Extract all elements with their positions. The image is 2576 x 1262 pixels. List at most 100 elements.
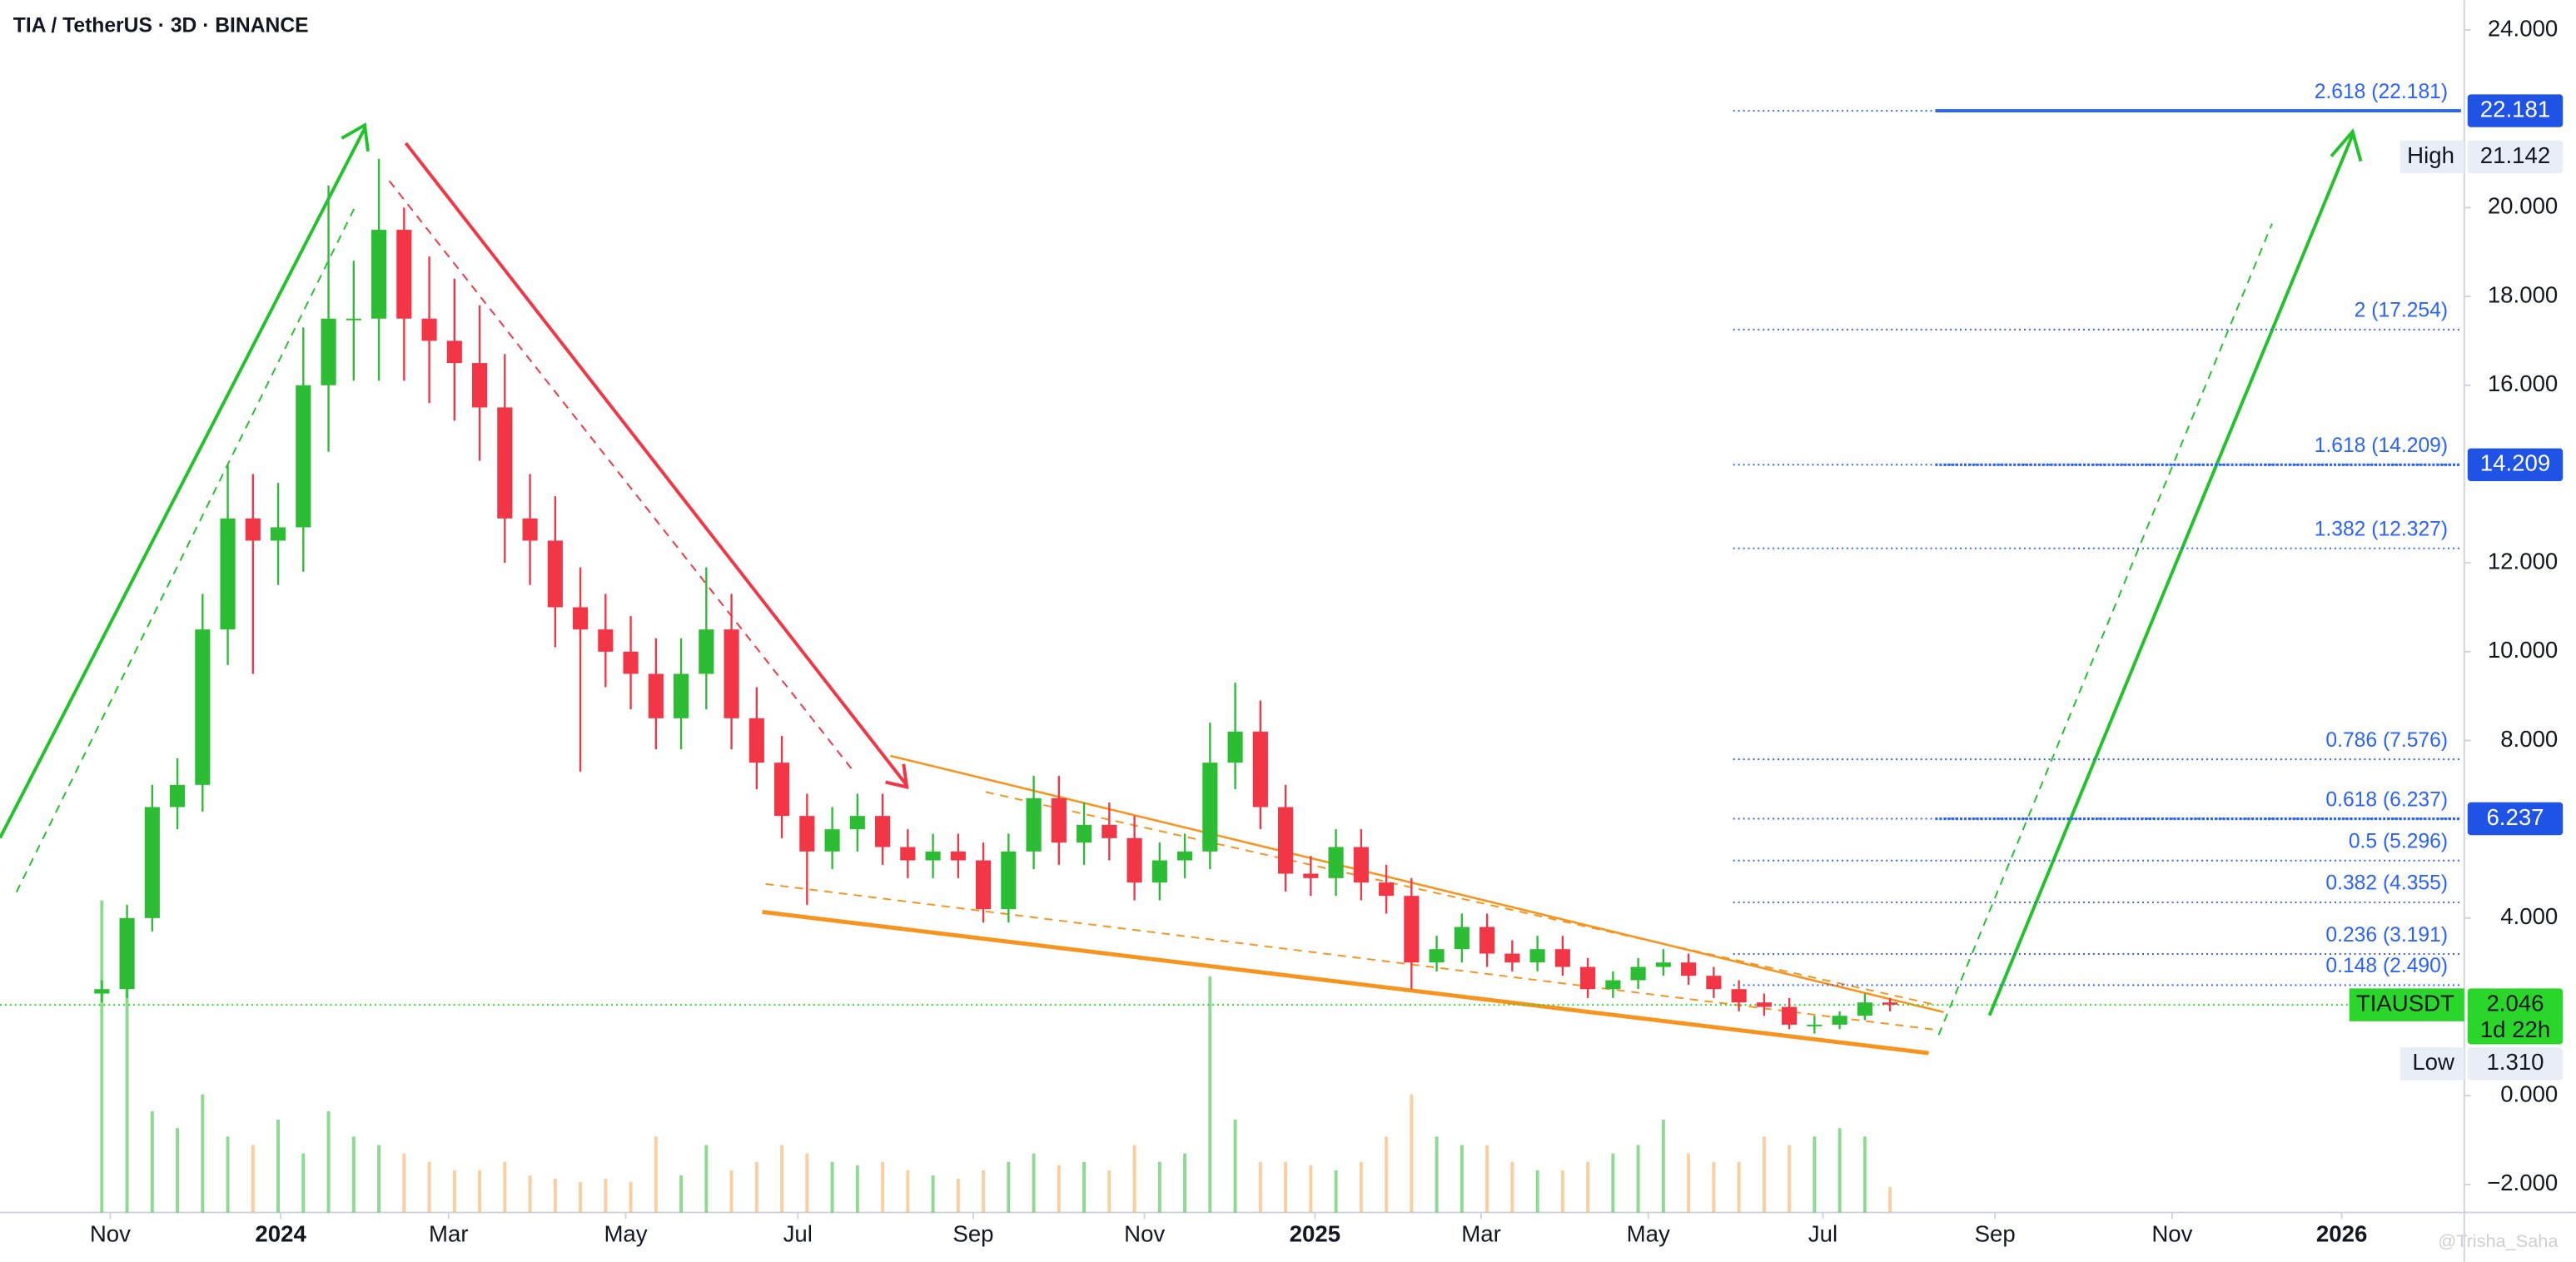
price-badge-label: 21.142: [2480, 142, 2550, 168]
candle-body: [421, 318, 437, 341]
volume-bar: [503, 1161, 507, 1213]
badge-tag: Low: [2412, 1049, 2454, 1075]
candle-body: [1807, 1024, 1823, 1026]
candle-body: [1126, 837, 1142, 883]
volume-bar: [351, 1136, 356, 1213]
volume-bar: [176, 1128, 180, 1213]
candle-body: [497, 407, 513, 519]
price-badge: [2467, 988, 2564, 1045]
candle-body: [1655, 962, 1671, 967]
fib-label: 0.5 (5.296): [2349, 831, 2448, 853]
volume-bar: [553, 1178, 557, 1213]
candle-body: [976, 860, 992, 910]
candle-body: [674, 673, 689, 718]
x-tick-label: 2024: [255, 1220, 306, 1246]
volume-bar: [1082, 1161, 1087, 1213]
volume-bar: [301, 1153, 306, 1213]
fib-label: 0.236 (3.191): [2325, 924, 2448, 946]
badge-tag: TIAUSDT: [2356, 990, 2454, 1016]
candle-body: [1151, 860, 1167, 883]
volume-bar: [1309, 1165, 1313, 1213]
watermark: @Trisha_Saha: [2438, 1230, 2559, 1251]
volume-bar: [1132, 1145, 1136, 1213]
volume-bar: [1762, 1136, 1766, 1213]
volume-bar: [805, 1153, 809, 1213]
volume-bar: [1712, 1161, 1716, 1213]
candle-body: [1328, 847, 1344, 878]
x-tick-label: Jul: [1808, 1220, 1838, 1246]
candle-body: [1404, 896, 1420, 963]
candle-body: [1630, 966, 1646, 981]
volume-bar: [1611, 1153, 1615, 1213]
x-tick-label: Sep: [952, 1220, 993, 1246]
volume-bar: [1510, 1161, 1514, 1213]
volume-bar: [906, 1170, 910, 1213]
x-tick-label: Nov: [2151, 1220, 2192, 1246]
fib-label: 0.618 (6.237): [2325, 788, 2448, 811]
candle-body: [1278, 807, 1294, 874]
price-badge-label: 22.181: [2480, 96, 2550, 122]
candle-body: [1454, 927, 1470, 950]
y-tick-label: 0.000: [2500, 1081, 2558, 1107]
volume-bar: [528, 1175, 532, 1213]
volume-bar: [931, 1175, 935, 1213]
volume-bar: [1410, 1094, 1414, 1213]
candle-body: [1202, 763, 1218, 852]
volume-bar: [729, 1170, 734, 1213]
candle-body: [1882, 1002, 1898, 1005]
candle-body: [648, 673, 664, 718]
candle-body: [1379, 882, 1395, 897]
candle-body: [950, 851, 966, 861]
candle-body: [598, 629, 614, 652]
volume-bar: [1107, 1170, 1111, 1213]
volume-bar: [150, 1110, 154, 1213]
volume-bar: [1233, 1120, 1237, 1213]
x-tick-label: 2025: [1290, 1220, 1340, 1246]
volume-bar: [1258, 1161, 1262, 1213]
candle-body: [1756, 1002, 1772, 1007]
volume-bar: [629, 1182, 633, 1213]
volume-bar: [754, 1161, 758, 1213]
candle-body: [1832, 1016, 1847, 1025]
candle-body: [1353, 847, 1369, 883]
volume-bar: [452, 1170, 456, 1213]
x-tick-label: Nov: [90, 1220, 131, 1246]
volume-bar: [855, 1165, 859, 1213]
candle-body: [1554, 949, 1570, 967]
price-badge: [2467, 140, 2564, 174]
volume-bar: [478, 1170, 482, 1213]
candle-body: [572, 607, 589, 630]
candle-body: [471, 363, 488, 408]
candle-body: [1227, 731, 1243, 763]
trend-line: [388, 180, 855, 773]
volume-bar: [1485, 1145, 1489, 1213]
candle-body: [1077, 824, 1092, 843]
volume-bar: [956, 1178, 960, 1213]
candle-body: [94, 989, 110, 994]
candle-body: [195, 629, 211, 785]
volume-bar: [251, 1145, 255, 1213]
y-tick-label: −2.000: [2487, 1170, 2558, 1195]
volume-bar: [780, 1145, 784, 1213]
price-badge: [2467, 448, 2564, 482]
candle-body: [875, 816, 891, 847]
candle-body: [1026, 797, 1042, 852]
candle-body: [1102, 824, 1117, 838]
x-tick-label: Sep: [1975, 1220, 2016, 1246]
price-badge-label: 2.046: [2486, 990, 2544, 1016]
volume-bar: [427, 1161, 431, 1213]
volume-bar: [830, 1161, 834, 1213]
volume-bar: [1334, 1170, 1338, 1213]
volume-bar: [1032, 1153, 1036, 1213]
candle-body: [1479, 927, 1495, 954]
volume-bar: [1687, 1153, 1691, 1213]
volume-bar: [1460, 1145, 1464, 1213]
countdown: 1d 22h: [2480, 1016, 2550, 1042]
volume-bar: [1385, 1136, 1389, 1213]
price-badge-label: 1.310: [2486, 1049, 2544, 1075]
y-tick-label: 24.000: [2488, 15, 2558, 41]
candle-body: [169, 784, 186, 807]
volume-bar: [1737, 1161, 1741, 1213]
